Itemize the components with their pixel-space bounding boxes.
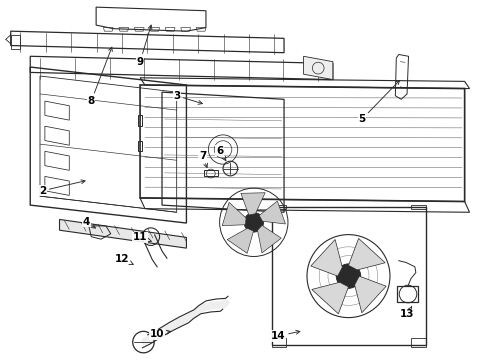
Text: 3: 3 [173,91,202,104]
Polygon shape [222,202,246,226]
Text: 5: 5 [359,81,399,124]
Polygon shape [311,239,343,276]
Polygon shape [348,238,385,270]
Polygon shape [304,56,333,80]
Text: 13: 13 [400,306,415,319]
Text: 8: 8 [88,47,112,106]
Polygon shape [312,282,348,314]
Polygon shape [259,201,286,224]
Text: 4: 4 [83,217,96,228]
Polygon shape [241,193,265,215]
Text: 7: 7 [199,150,207,167]
Text: 6: 6 [216,145,226,161]
Polygon shape [227,228,253,253]
Text: 14: 14 [271,330,300,341]
Text: 10: 10 [150,329,171,339]
Circle shape [336,264,361,288]
Text: 12: 12 [115,254,133,265]
Text: 11: 11 [133,232,151,242]
Text: 9: 9 [137,25,152,67]
Polygon shape [59,220,186,248]
Polygon shape [355,276,386,313]
Text: 2: 2 [39,180,85,196]
Polygon shape [258,225,281,253]
Circle shape [244,212,264,232]
